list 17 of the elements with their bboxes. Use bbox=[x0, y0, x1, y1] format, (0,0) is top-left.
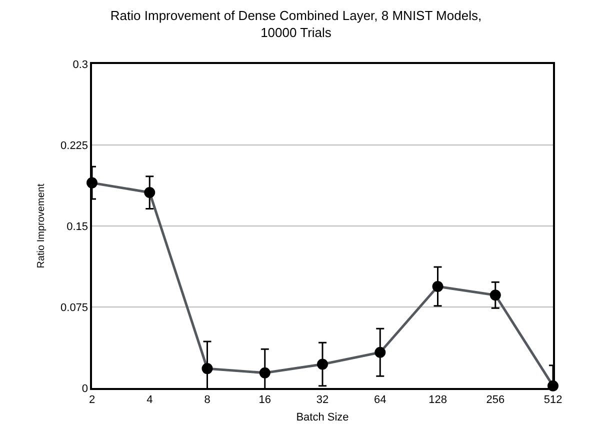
x-tick-label: 128 bbox=[428, 394, 447, 406]
y-tick-label: 0.225 bbox=[60, 140, 88, 152]
y-axis-title: Ratio Improvement bbox=[36, 184, 48, 268]
x-tick-label: 8 bbox=[204, 394, 210, 406]
x-tick-label: 256 bbox=[486, 394, 505, 406]
x-axis-title: Batch Size bbox=[296, 412, 349, 424]
x-tick-label: 16 bbox=[258, 394, 272, 406]
y-tick-label: 0.3 bbox=[72, 58, 88, 71]
chart-title: Ratio Improvement of Dense Combined Layer, 8 MNIST Models, 10000 Trials bbox=[110, 8, 482, 40]
x-tick-label: 2 bbox=[88, 394, 96, 406]
x-tick-label: 64 bbox=[374, 394, 386, 406]
x-tick-label: 4 bbox=[146, 394, 153, 406]
y-tick-label: 0 bbox=[82, 382, 88, 395]
y-tick-label: 0.075 bbox=[60, 302, 88, 314]
x-tick-label: 512 bbox=[544, 394, 562, 406]
x-tick-label: 32 bbox=[316, 394, 329, 406]
y-tick-label: 0.15 bbox=[66, 220, 88, 233]
